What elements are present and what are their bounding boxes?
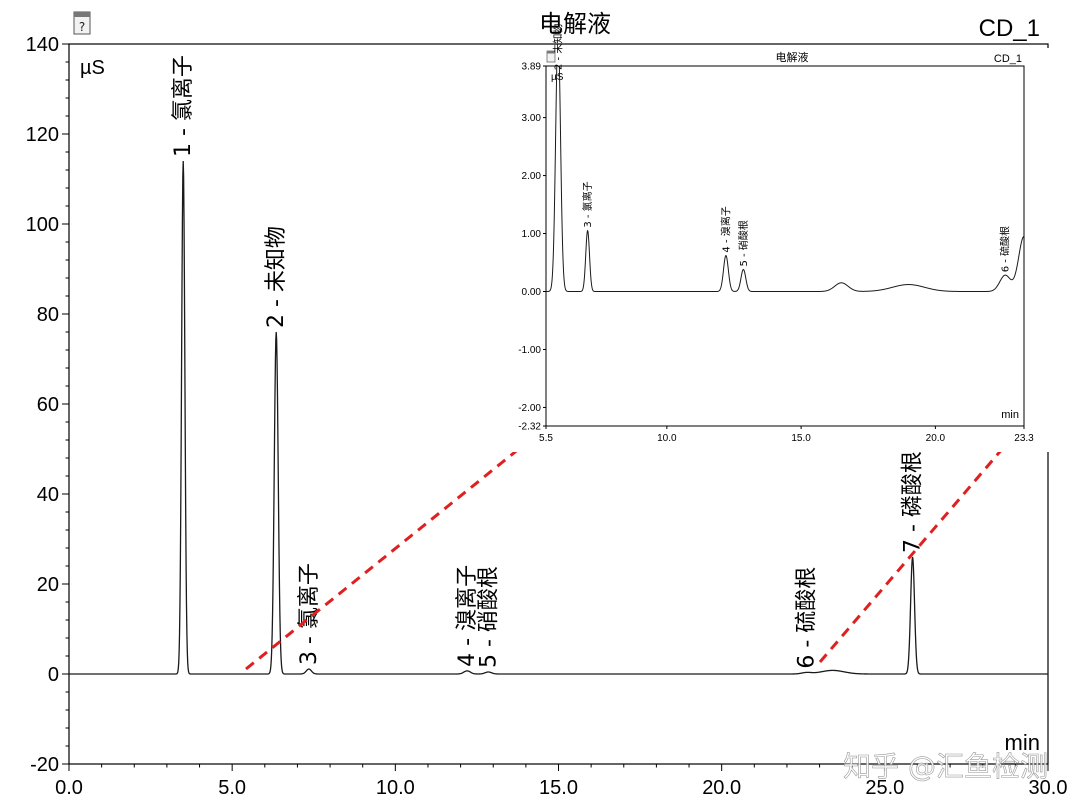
x-tick-label: 10.0 [657,433,677,444]
x-tick-label: 0.0 [55,777,83,799]
y-tick-label: 2.00 [522,171,542,182]
inset-x-unit-label: min [1001,409,1019,421]
y-tick-label: 140 [26,34,59,56]
peak-label: 1 - 氯离子 [171,55,196,157]
x-tick-label: 20.0 [702,777,741,799]
inset-chart-title: 电解液 [776,50,809,64]
inset-trace-line [546,65,1025,293]
peak-label: 7 - 磷酸根 [901,451,926,553]
y-tick-label: 0.00 [522,287,542,298]
watermark-text: 知乎 @汇鱼检测 [843,750,1048,783]
main-chart-title: 电解液 [539,10,611,38]
peak-label: 3 - 氯离子 [581,181,594,227]
y-tick-label: 0 [48,664,59,686]
svg-text:?: ? [79,20,85,34]
peak-label: 3 - 氯离子 [297,563,322,665]
x-tick-label: 25.0 [865,777,904,799]
peak-label: 4 - 溴离子 [455,565,480,667]
y-tick-label: 100 [26,214,59,236]
inset-x-axis: 5.5 10.0 15.0 20.0 23.3 [539,426,1034,444]
inset-channel-label: CD_1 [994,53,1022,65]
x-tick-label: 5.5 [539,433,553,444]
peak-label: 6 - 硫酸根 [999,226,1012,272]
x-tick-label: 23.3 [1014,433,1034,444]
peak-label: 2 - 未知物 [264,226,289,328]
peak-label: 5 - 硝酸根 [737,220,750,266]
x-tick-label: 30.0 [1029,777,1068,799]
y-tick-label: 80 [37,304,59,326]
x-tick-label: 5.0 [218,777,246,799]
main-channel-label: CD_1 [979,15,1040,42]
main-x-axis: 0.0 5.0 10.0 15.0 20.0 25.0 30.0 [55,764,1067,799]
main-y-axis: -20 0 20 40 60 80 100 120 140 [26,34,69,776]
peak-label: 4 - 溴离子 [719,206,732,252]
x-tick-label: 20.0 [926,433,946,444]
y-tick-label: 3.00 [522,113,542,124]
inset-y-axis: 3.89 3.00 2.00 1.00 0.00 -1.00 -2.00 -2.32 [518,62,546,433]
y-tick-label: 1.00 [522,229,542,240]
zoom-connector-left [245,425,547,671]
inset-plot-frame [545,65,1025,427]
y-tick-label: 40 [37,484,59,506]
inset-peak-labels: 2 - 未知物 3 - 氯离子 4 - 溴离子 5 - 硝酸根 6 - 硫酸根 [552,24,1012,273]
peak-label: 5 - 硝酸根 [476,566,501,668]
x-tick-label: 10.0 [376,777,415,799]
document-icon [546,50,556,63]
inset-chart: 电解液 CD_1 min µS 5.5 10.0 15.0 20.0 23.3 3.89… [506,24,1050,452]
x-tick-label: 15.0 [791,433,811,444]
y-tick-label: 20 [37,574,59,596]
y-tick-label: -20 [30,754,59,776]
inset-y-unit-label: µS [551,72,564,83]
y-tick-label: -2.00 [518,403,541,414]
main-y-unit-label: µS [80,57,105,79]
y-tick-label: -2.32 [518,422,541,433]
peak-label: 6 - 硫酸根 [795,567,820,669]
y-tick-label: 120 [26,124,59,146]
y-tick-label: 3.89 [522,62,542,73]
main-x-unit-label: min [1005,730,1040,755]
y-tick-label: -1.00 [518,345,541,356]
y-tick-label: 60 [37,394,59,416]
main-trace-line [69,160,1048,675]
zoom-connector-right [818,426,1023,663]
peak-label: 2 - 未知物 [552,24,565,70]
document-icon: ? [73,11,91,35]
x-tick-label: 15.0 [539,777,578,799]
